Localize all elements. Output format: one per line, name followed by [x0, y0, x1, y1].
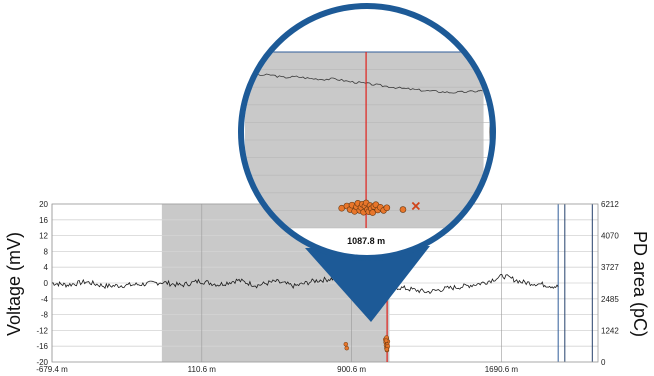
y-tick-left-label: 8: [44, 247, 49, 256]
voltage-series-line: [51, 273, 559, 295]
y-tick-right-label: 6212: [601, 200, 619, 209]
y-tick-left-label: 0: [44, 279, 49, 288]
zoom-pd-point: [399, 206, 407, 213]
pd-point: [343, 341, 349, 347]
x-tick-label: -679.4 m: [36, 365, 68, 374]
pd-point: [383, 338, 389, 343]
y-tick-right-label: 2485: [601, 295, 619, 304]
callout-ring: [238, 3, 496, 261]
y-tick-right-label: 4070: [601, 232, 619, 241]
y-tick-left-label: -20: [36, 358, 48, 367]
y-tick-right-label: 3727: [601, 263, 619, 272]
y-tick-left-label: -12: [36, 326, 48, 335]
zoom-pd-point: [383, 204, 391, 212]
x-tick-label: 900.6 m: [337, 365, 366, 374]
zoom-cross-marker: [411, 201, 420, 211]
zoom-callout: 1087.8 m: [238, 3, 496, 322]
right-axis-title: PD area (pC): [630, 231, 650, 337]
y-tick-left-label: -16: [36, 342, 48, 351]
y-tick-left-label: -4: [41, 295, 49, 304]
zoom-marker-label: 1087.8 m: [347, 236, 385, 246]
y-tick-left-label: 16: [39, 216, 48, 225]
axes-labels: -20 -16 -12 -8 -4 0 4 8 12 16 20 6212 4070 3727 2485 12…: [36, 200, 619, 374]
y-tick-left-label: 12: [39, 232, 48, 241]
left-axis-title: Voltage (mV): [4, 232, 24, 336]
y-tick-left-label: 20: [39, 200, 48, 209]
y-tick-right-label: 0: [601, 358, 606, 367]
x-tick-label: 1690.6 m: [485, 365, 519, 374]
x-tick-label: 110.6 m: [188, 365, 217, 374]
pd-point: [384, 347, 390, 352]
zoom-plot-area: [244, 51, 490, 229]
pd-point: [344, 345, 349, 351]
zoom-pd-point: [369, 209, 376, 216]
y-tick-right-label: 1242: [601, 326, 619, 335]
y-tick-left-label: -8: [41, 311, 49, 320]
callout-pointer: [305, 246, 430, 322]
y-tick-left-label: 4: [44, 263, 49, 272]
